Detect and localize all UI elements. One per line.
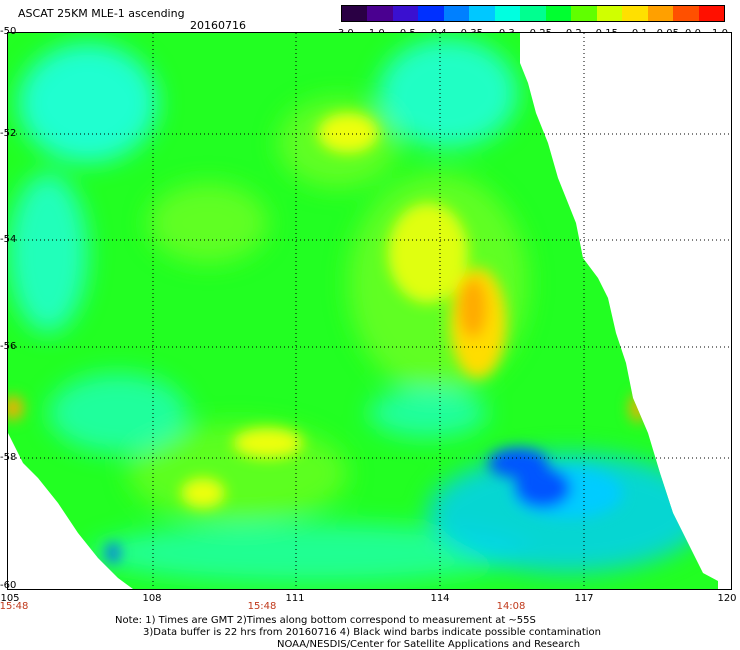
lon-label: 120	[717, 593, 737, 604]
lat-label: -58	[0, 452, 17, 463]
colorbar-swatch	[342, 6, 368, 21]
colorbar-swatch	[392, 6, 419, 21]
swath-map	[8, 33, 731, 589]
lon-label: 111	[285, 593, 305, 604]
wind-field-features	[8, 113, 646, 563]
colorbar-swatch	[647, 6, 674, 21]
note-line-2: 3)Data buffer is 22 hrs from 20160716 4)…	[143, 627, 601, 638]
lon-label: 114	[430, 593, 450, 604]
lon-label: 108	[142, 593, 162, 604]
colorbar-swatch	[622, 6, 648, 21]
colorbar	[341, 5, 725, 22]
colorbar-swatch	[494, 6, 521, 21]
graticule	[8, 33, 731, 589]
lat-label: -52	[0, 128, 17, 139]
colorbar-swatch	[418, 6, 444, 21]
colorbar-swatch	[698, 6, 725, 21]
time-label: 14:08	[496, 601, 526, 612]
colorbar-swatch	[571, 6, 597, 21]
note-line-3: NOAA/NESDIS/Center for Satellite Applica…	[277, 639, 581, 650]
map-plot[interactable]	[7, 32, 732, 590]
lon-label: 117	[574, 593, 594, 604]
product-title: ASCAT 25KM MLE-1 ascending	[18, 7, 185, 20]
lat-label: -50	[0, 26, 17, 37]
colorbar-swatch	[596, 6, 623, 21]
note-line-1: Note: 1) Times are GMT 2)Times along bot…	[115, 615, 536, 626]
swath-field	[8, 33, 718, 589]
lat-label: -56	[0, 341, 17, 352]
lat-label: -60	[0, 580, 17, 591]
colorbar-swatch	[443, 6, 470, 21]
colorbar-swatch	[520, 6, 546, 21]
colorbar-swatch	[545, 6, 572, 21]
time-label: 15:48	[247, 601, 277, 612]
time-label: 15:48	[0, 601, 29, 612]
lat-label: -54	[0, 234, 17, 245]
colorbar-swatch	[673, 6, 699, 21]
product-date: 20160716	[190, 19, 246, 32]
wind-field-layers	[8, 38, 708, 583]
lon-label: 105	[0, 593, 20, 604]
colorbar-swatch	[367, 6, 393, 21]
colorbar-swatch	[469, 6, 495, 21]
